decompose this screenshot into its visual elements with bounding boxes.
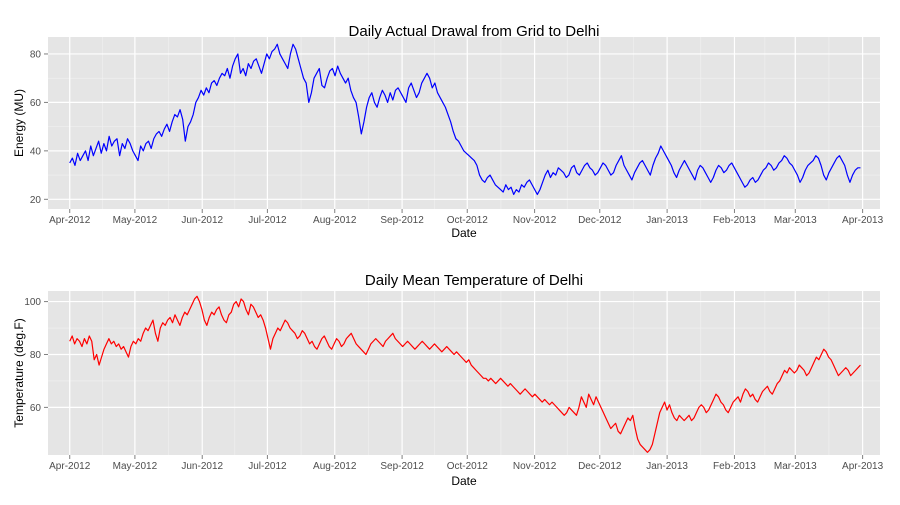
energy-x-tick-label: Sep-2012 [380, 215, 424, 226]
energy-x-tick-label: Jul-2012 [248, 215, 287, 226]
energy-x-tick-label: Feb-2013 [713, 215, 756, 226]
temperature-x-axis-title: Date [451, 474, 477, 488]
temperature-x-tick-label: May-2012 [113, 461, 158, 472]
energy-x-tick-label: Nov-2012 [513, 215, 557, 226]
energy-y-tick-label: 80 [30, 49, 42, 60]
temperature-x-tick-label: Jan-2013 [646, 461, 688, 472]
temperature-plot-background [48, 291, 880, 455]
energy-x-tick-label: Jun-2012 [181, 215, 223, 226]
temperature-x-tick-label: Oct-2012 [447, 461, 489, 472]
energy-y-axis-title: Energy (MU) [12, 89, 26, 157]
temperature-x-tick-label: Jul-2012 [248, 461, 287, 472]
temperature-x-tick-label: Dec-2012 [578, 461, 622, 472]
energy-x-axis-title: Date [451, 226, 477, 240]
energy-x-tick-label: Aug-2012 [313, 215, 357, 226]
energy-x-tick-label: Dec-2012 [578, 215, 622, 226]
energy-x-tick-label: Oct-2012 [447, 215, 489, 226]
temperature-chart-title: Daily Mean Temperature of Delhi [365, 272, 583, 289]
temperature-series-line [69, 295, 861, 453]
temperature-y-tick-label: 100 [24, 297, 41, 308]
energy-x-tick-label: Apr-2013 [842, 215, 884, 226]
temperature-x-tick-label: Aug-2012 [313, 461, 357, 472]
energy-x-tick-label: Jan-2013 [646, 215, 688, 226]
temperature-panel: Apr-2012 May-2012 Jun-2012 Jul-2012 Aug-2012… [12, 272, 884, 488]
energy-y-tick-label: 60 [30, 98, 42, 109]
temperature-x-tick-label: Jun-2012 [181, 461, 223, 472]
temperature-x-tick-label: Apr-2013 [842, 461, 884, 472]
energy-chart-title: Daily Actual Drawal from Grid to Delhi [349, 23, 600, 40]
energy-panel: Apr-2012 May-2012 Jun-2012 Jul-2012 Aug-2012… [12, 23, 884, 240]
temperature-x-tick-label: Mar-2013 [774, 461, 817, 472]
energy-y-tick-label: 20 [30, 195, 42, 206]
temperature-y-axis-title: Temperature (deg.F) [12, 318, 26, 427]
temperature-x-tick-label: Apr-2012 [49, 461, 91, 472]
temperature-y-tick-label: 60 [30, 403, 42, 414]
energy-x-tick-label: Apr-2012 [49, 215, 91, 226]
energy-plot-background [48, 37, 880, 209]
temperature-x-tick-label: Sep-2012 [380, 461, 424, 472]
temperature-y-tick-label: 80 [30, 350, 42, 361]
energy-x-tick-label: May-2012 [113, 215, 158, 226]
energy-y-tick-label: 40 [30, 146, 42, 157]
temperature-x-tick-label: Feb-2013 [713, 461, 756, 472]
energy-x-tick-label: Mar-2013 [774, 215, 817, 226]
temperature-x-tick-label: Nov-2012 [513, 461, 557, 472]
energy-series-line [69, 43, 861, 196]
